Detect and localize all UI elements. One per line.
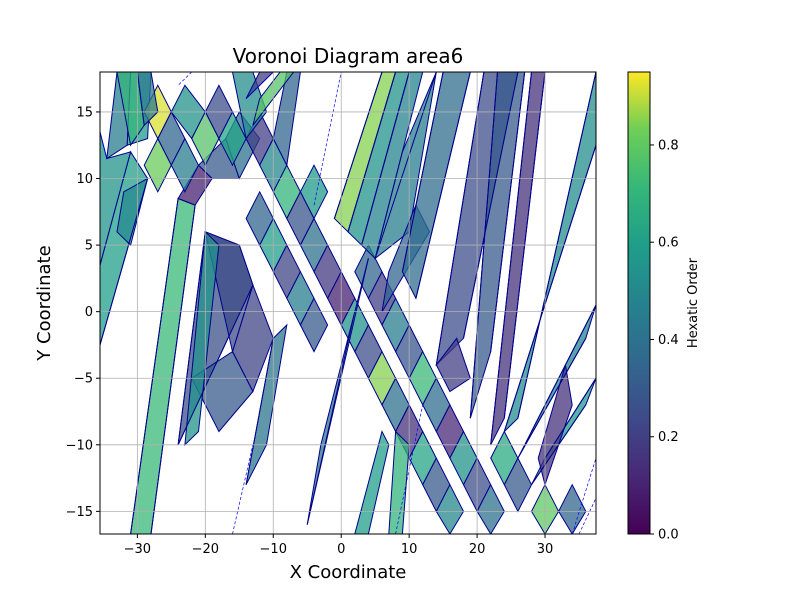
voronoi-cell (354, 430, 390, 534)
voronoi-cell (272, 72, 301, 167)
x-tick-label: −20 (192, 542, 219, 557)
y-tick-label: −15 (66, 505, 93, 520)
y-axis: −15 −10 −5 0 5 10 15 (66, 105, 100, 520)
voronoi-cell (299, 297, 329, 353)
x-tick-label: −10 (260, 542, 287, 557)
colorbar-tick-label: 0.8 (658, 138, 679, 153)
voronoi-ridge (503, 145, 596, 432)
x-tick-label: 30 (537, 542, 554, 557)
voronoi-infinite-ridge (232, 444, 254, 534)
y-tick-label: 10 (76, 172, 93, 187)
x-tick-label: 20 (469, 542, 486, 557)
colorbar-tick-label: 0.2 (658, 430, 679, 445)
voronoi-ridge (435, 72, 485, 365)
x-tick-label: −30 (124, 542, 151, 557)
voronoi-ridge (361, 72, 410, 246)
voronoi-infinite-ridge (571, 458, 596, 534)
chart-title: Voronoi Diagram area6 (233, 44, 464, 68)
voronoi-ridge (306, 258, 369, 525)
colorbar-ticks: 0.0 0.2 0.4 0.6 0.8 (650, 138, 679, 543)
voronoi-ridge (490, 72, 532, 445)
x-axis: −30 −20 −10 0 10 20 30 (124, 534, 554, 557)
y-tick-label: −10 (66, 438, 93, 453)
voronoi-ridge (517, 338, 587, 459)
voronoi-ridge (177, 231, 206, 445)
colorbar-tick-label: 0.6 (658, 236, 679, 251)
voronoi-infinite-ridge (100, 131, 108, 159)
voronoi-ridge (374, 72, 437, 259)
x-axis-label: X Coordinate (290, 562, 407, 583)
x-tick-label: 0 (337, 542, 345, 557)
colorbar-label: Hexatic Order (686, 257, 701, 348)
voronoi-ridge (100, 178, 149, 346)
voronoi-ridge (531, 304, 596, 432)
voronoi-ridge (463, 72, 519, 339)
plot-frame (99, 71, 597, 535)
x-tick-label: 10 (401, 542, 418, 557)
voronoi-cells (100, 72, 596, 534)
colorbar-gradient (627, 71, 651, 535)
voronoi-cell (245, 72, 275, 99)
voronoi-ridge (347, 72, 397, 232)
y-tick-label: 0 (85, 305, 93, 320)
voronoi-infinite-ridge (313, 72, 342, 206)
voronoi-ridge (415, 72, 471, 299)
voronoi-ridge (245, 338, 274, 485)
voronoi-ridge (490, 72, 526, 352)
voronoi-infinite-ridge (578, 497, 596, 534)
colorbar: 0.0 0.2 0.4 0.6 0.8 Hexatic Order (627, 71, 701, 543)
y-tick-label: 15 (76, 105, 93, 120)
voronoi-cell (130, 197, 196, 534)
voronoi-ridge (333, 72, 383, 219)
y-tick-label: −5 (74, 372, 93, 387)
y-tick-label: 5 (85, 239, 93, 254)
colorbar-tick-label: 0.4 (658, 333, 679, 348)
voronoi-infinite-ridge (177, 72, 192, 86)
voronoi-cell (558, 483, 587, 534)
y-axis-label: Y Coordinate (34, 245, 55, 361)
voronoi-ridge (150, 205, 196, 534)
colorbar-tick-label: 0.0 (658, 528, 679, 543)
voronoi-ridge (130, 198, 179, 534)
voronoi-cell (306, 258, 369, 525)
grid-lines (100, 72, 596, 534)
voronoi-infinite-ridge (245, 72, 274, 99)
